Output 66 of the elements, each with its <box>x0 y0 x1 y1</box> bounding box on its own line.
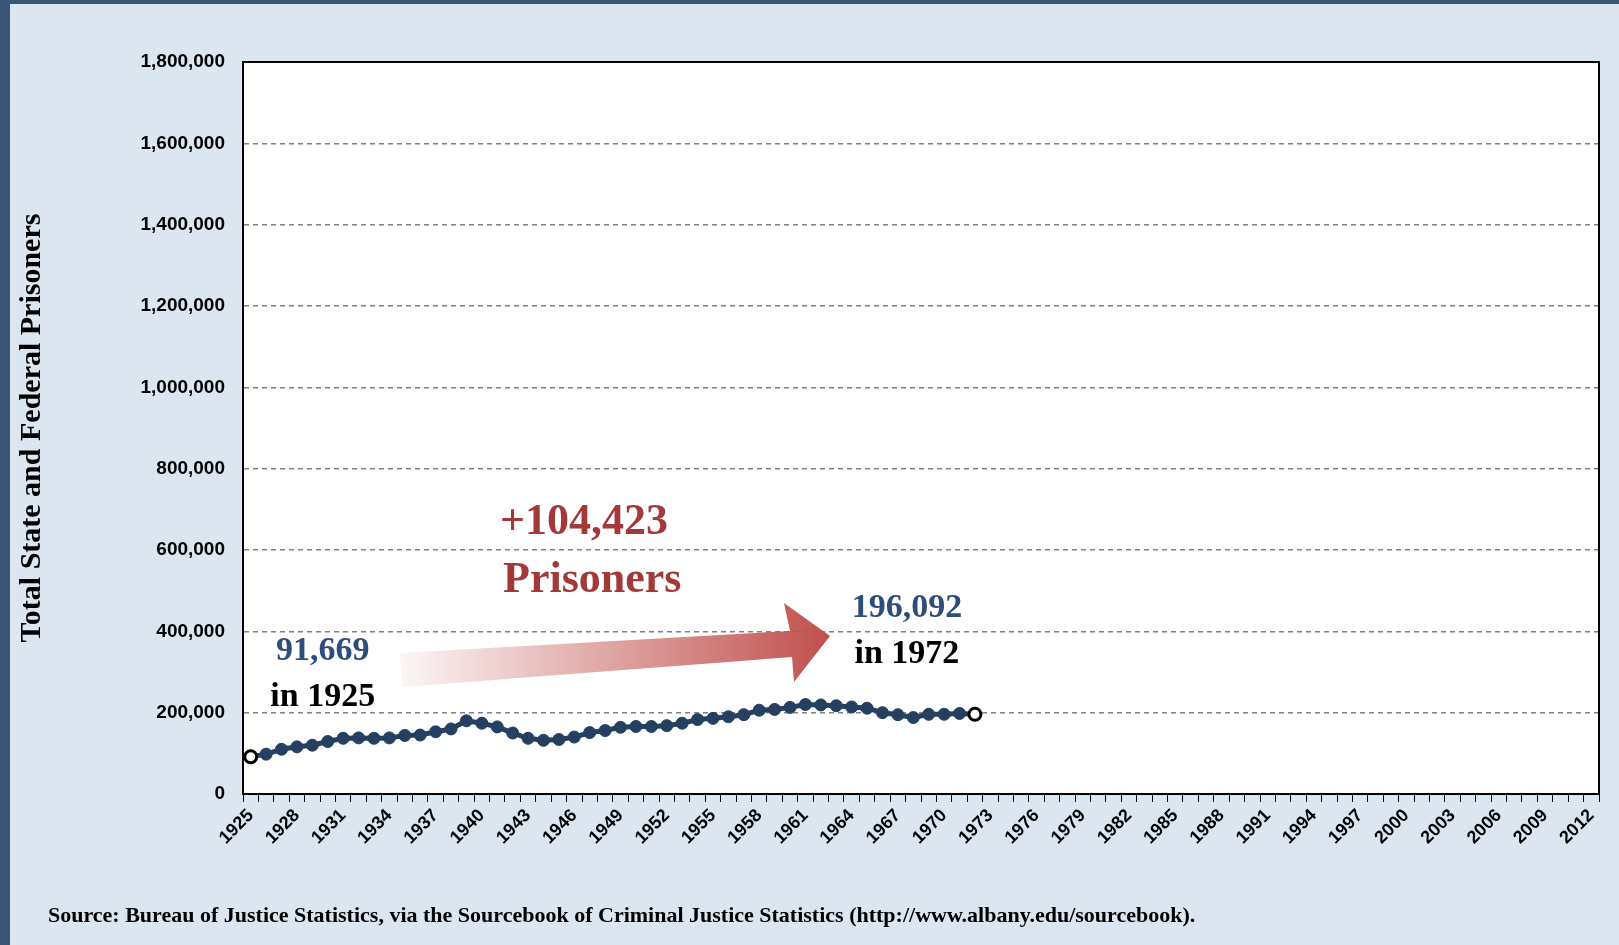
y-tick-label: 0 <box>214 782 225 804</box>
point <box>382 731 396 745</box>
point <box>814 698 828 712</box>
y-tick-label: 1,400,000 <box>140 212 225 234</box>
point <box>305 738 319 752</box>
point <box>567 730 581 744</box>
point <box>490 720 504 734</box>
point <box>444 722 458 736</box>
y-tick-label: 600,000 <box>156 538 225 560</box>
point <box>506 726 520 740</box>
point <box>737 708 751 722</box>
point <box>598 724 612 738</box>
point <box>352 731 366 745</box>
point <box>768 702 782 716</box>
point <box>552 733 566 747</box>
annotation: in 1925 <box>270 675 376 713</box>
point <box>644 719 658 733</box>
point <box>475 716 489 730</box>
point <box>691 713 705 727</box>
point <box>967 706 983 722</box>
annotation: 91,669 <box>275 629 370 667</box>
point <box>845 700 859 714</box>
y-tick-label: 1,000,000 <box>140 375 225 397</box>
point <box>660 719 674 733</box>
point <box>783 700 797 714</box>
y-tick-label: 200,000 <box>156 700 225 722</box>
y-tick-label: 400,000 <box>156 619 225 641</box>
annotation: 196,092 <box>851 587 963 625</box>
y-tick-label: 800,000 <box>156 456 225 478</box>
point <box>321 735 335 749</box>
point <box>367 731 381 745</box>
point <box>891 708 905 722</box>
y-tick-label: 1,800,000 <box>140 50 225 72</box>
point <box>429 725 443 739</box>
point <box>721 710 735 724</box>
point <box>413 728 427 742</box>
point <box>583 726 597 740</box>
point <box>922 707 936 721</box>
point <box>937 707 951 721</box>
y-tick-label: 1,200,000 <box>140 294 225 316</box>
point <box>459 714 473 728</box>
y-tick-label: 1,600,000 <box>140 131 225 153</box>
point <box>829 699 843 713</box>
point <box>875 706 889 720</box>
point <box>398 728 412 742</box>
annotation: in 1972 <box>854 633 960 671</box>
point <box>536 733 550 747</box>
point <box>675 716 689 730</box>
source-note: Source: Bureau of Justice Statistics, via the Sourcebook of Criminal Justice Statistics (http://www.albany.edu/sourcebook). <box>48 902 1196 928</box>
point <box>906 711 920 725</box>
point <box>243 749 259 765</box>
point <box>521 731 535 745</box>
point <box>290 740 304 754</box>
y-axis-title: Total State and Federal Prisoners <box>12 213 46 643</box>
point <box>798 698 812 712</box>
point <box>860 701 874 715</box>
point <box>752 703 766 717</box>
annotation: +104,423 <box>500 494 669 545</box>
point <box>706 711 720 725</box>
point <box>336 731 350 745</box>
annotation: Prisoners <box>503 552 682 603</box>
point <box>614 720 628 734</box>
point <box>629 719 643 733</box>
point <box>275 742 289 756</box>
point <box>953 706 967 720</box>
point <box>259 747 273 761</box>
